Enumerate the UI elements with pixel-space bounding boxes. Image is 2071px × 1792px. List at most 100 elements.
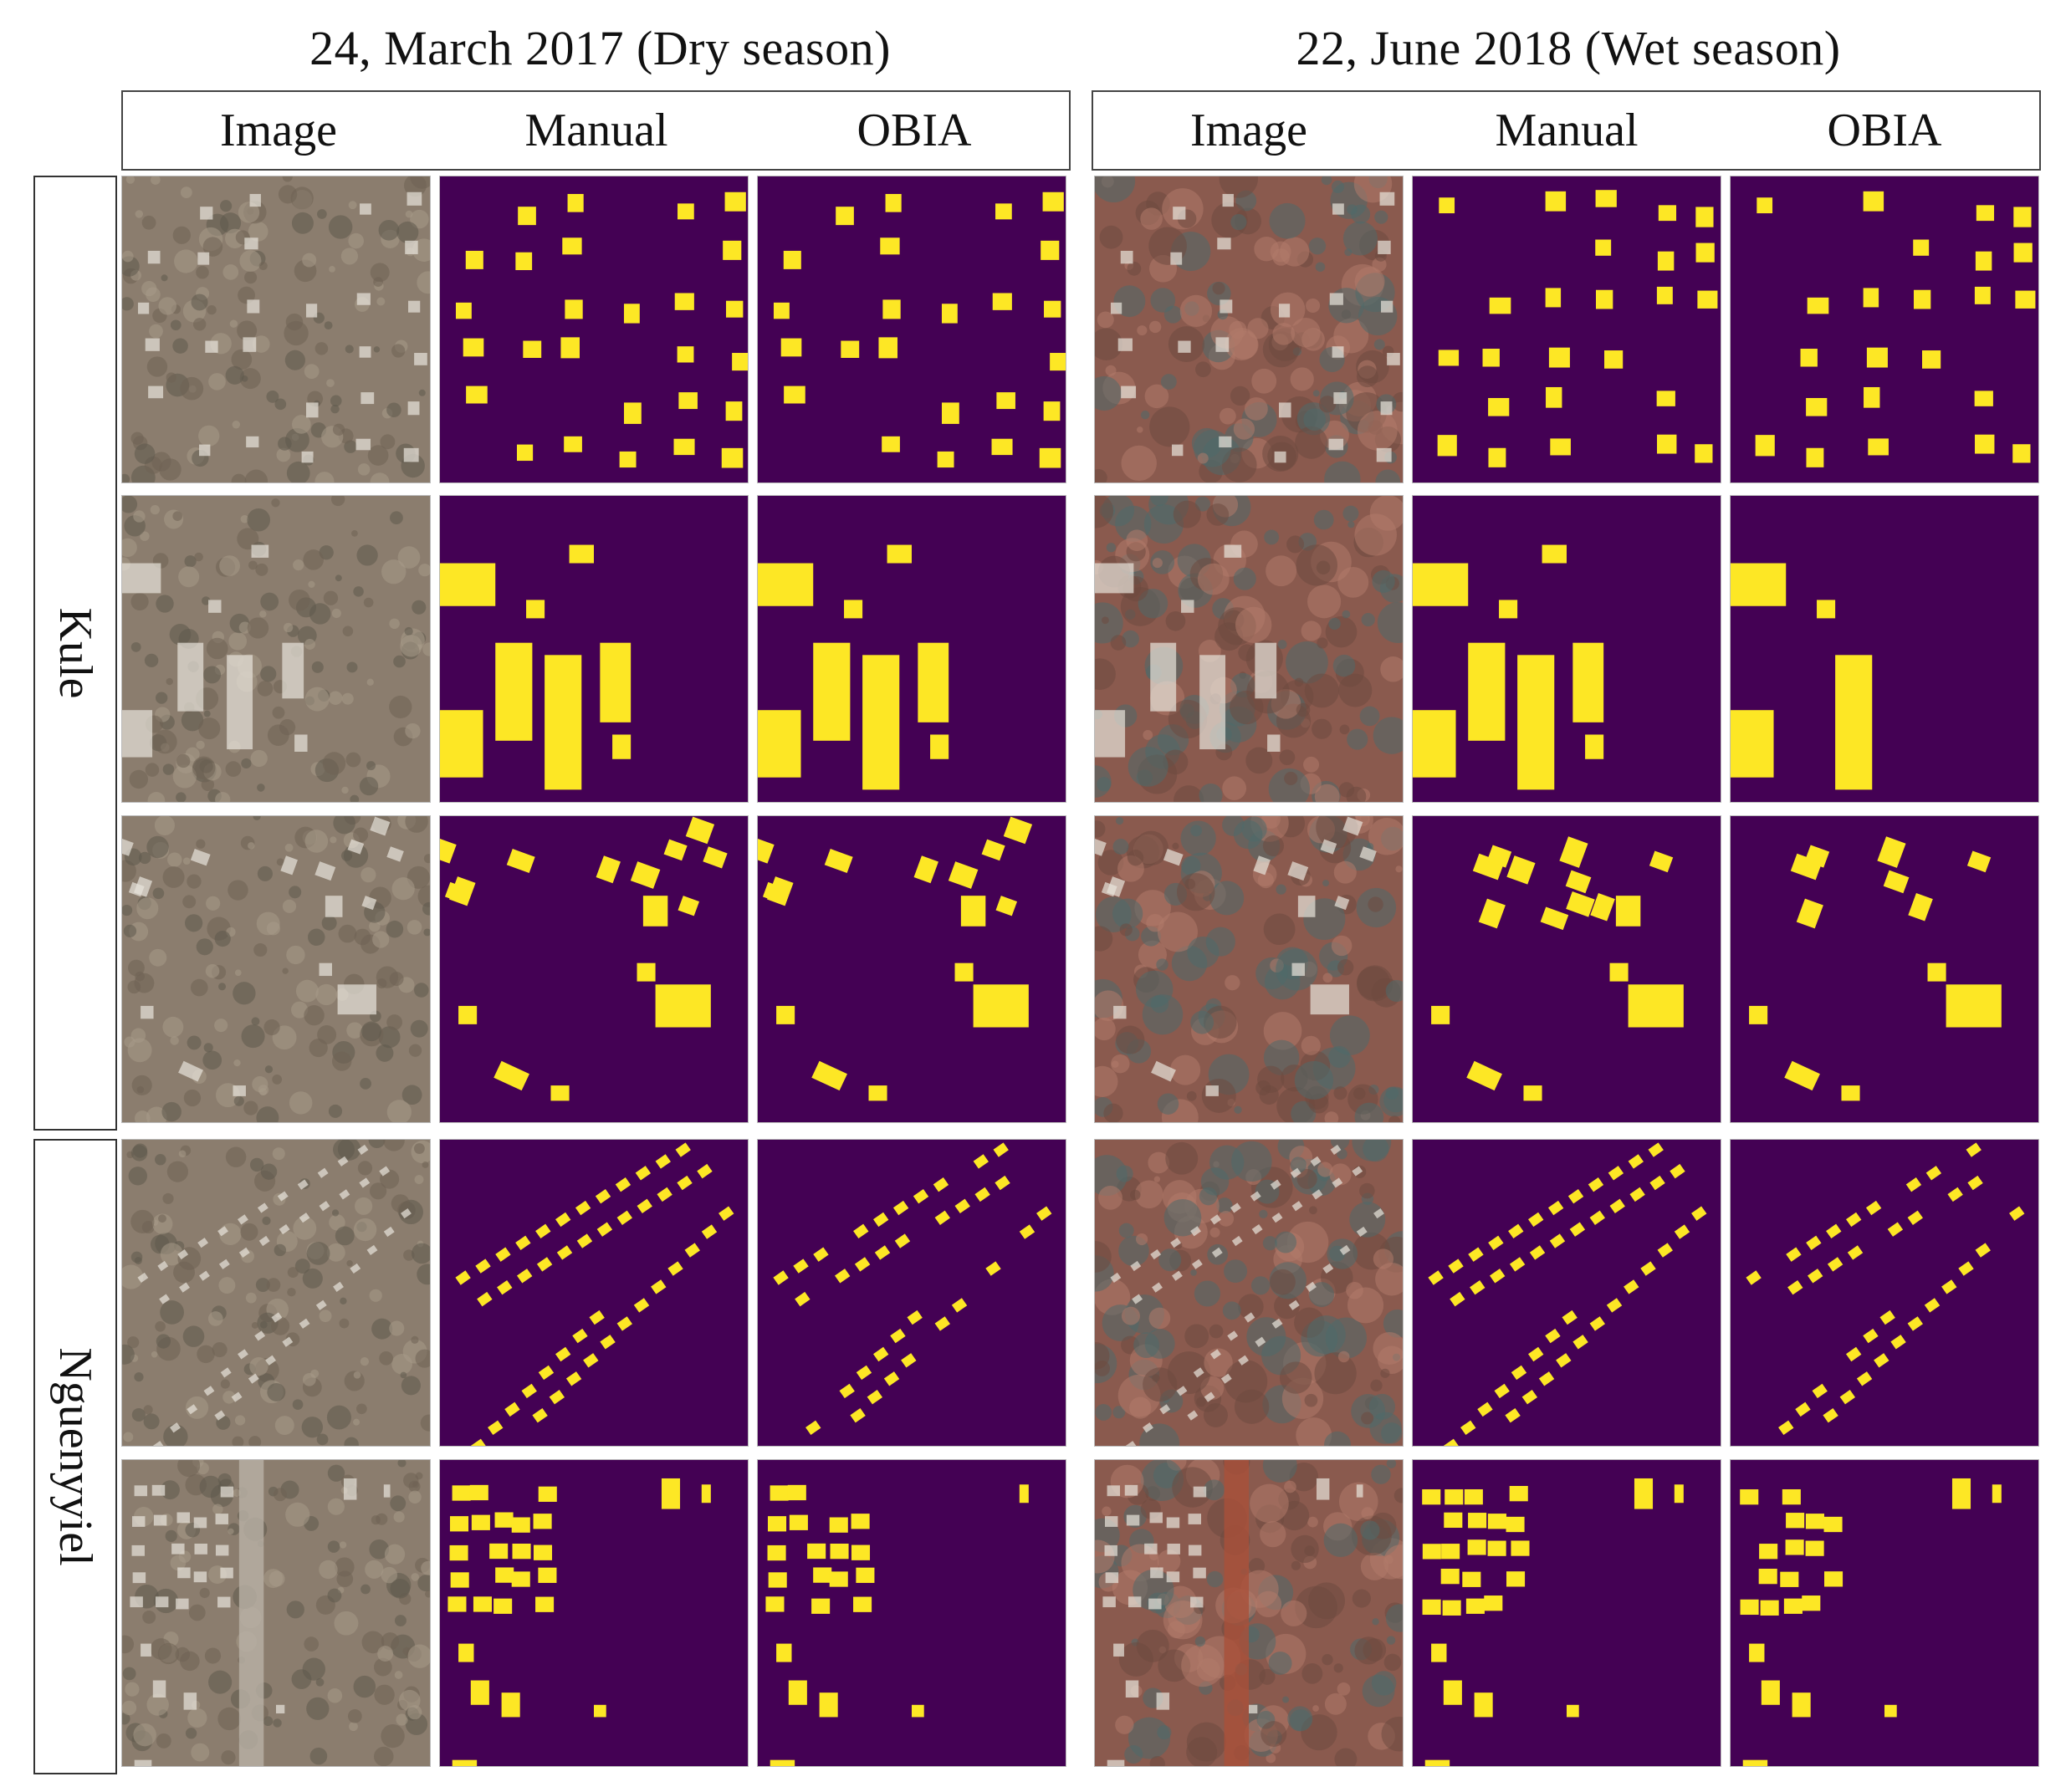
building-mask: [1806, 1235, 1822, 1250]
building-mask: [1658, 205, 1677, 222]
building-mask: [874, 1245, 891, 1260]
building-mask: [824, 849, 853, 874]
building-mask: [501, 1692, 520, 1718]
tile-graphic: [1731, 816, 2038, 1122]
building-mask: [1590, 892, 1615, 922]
building-mask: [1913, 239, 1930, 256]
building-mask: [1486, 845, 1512, 868]
obia-mask-tile-r3-c6: [1730, 815, 2039, 1123]
building-mask: [1484, 1595, 1503, 1611]
building-mask: [1489, 297, 1511, 314]
building-mask: [841, 340, 860, 358]
building-mask: [663, 839, 688, 861]
building-mask: [471, 1514, 490, 1530]
building-mask: [1865, 1200, 1882, 1216]
building-mask: [458, 1005, 478, 1024]
building-mask: [995, 203, 1012, 220]
building-mask: [767, 876, 794, 906]
building-mask: [1759, 1544, 1778, 1560]
tile-graphic: [440, 1460, 748, 1766]
building-mask: [1787, 1280, 1803, 1295]
building-mask: [1796, 898, 1823, 929]
tile-graphic: [758, 1140, 1066, 1446]
building-mask: [951, 1298, 968, 1313]
building-mask: [555, 1346, 571, 1362]
building-mask: [1572, 642, 1604, 722]
building-mask: [1657, 251, 1675, 271]
building-mask: [1548, 347, 1570, 368]
building-mask: [1506, 1516, 1525, 1533]
building-mask: [974, 1187, 990, 1202]
building-mask: [493, 1598, 513, 1614]
building-mask: [937, 451, 954, 468]
building-mask: [1528, 1346, 1544, 1362]
building-mask: [1444, 1512, 1463, 1529]
building-mask: [1866, 347, 1888, 368]
building-mask: [455, 302, 472, 319]
image-tile-r1-c1: [121, 176, 431, 483]
building-mask: [829, 1571, 848, 1587]
building-mask: [1440, 1568, 1460, 1585]
building-mask: [673, 438, 695, 456]
building-mask: [1976, 205, 1995, 222]
building-mask: [1640, 1261, 1656, 1276]
building-mask: [495, 642, 533, 741]
col-label-obia: OBIA: [1827, 105, 1942, 156]
building-mask: [532, 1408, 548, 1423]
building-mask: [1482, 349, 1500, 367]
building-mask: [724, 191, 746, 212]
building-mask: [851, 1514, 870, 1529]
building-mask: [1629, 1187, 1645, 1202]
building-mask: [488, 1420, 504, 1436]
building-mask: [533, 1544, 553, 1560]
building-mask: [1761, 1680, 1780, 1705]
building-mask: [1975, 434, 1995, 454]
building-mask: [1474, 1692, 1493, 1718]
building-mask: [913, 1188, 929, 1204]
building-mask: [1556, 1353, 1572, 1368]
image-tile-r1-c4: [1094, 176, 1404, 483]
building-mask: [829, 1517, 848, 1533]
building-mask: [1695, 444, 1713, 463]
building-mask: [1742, 1759, 1768, 1766]
building-mask: [1805, 1540, 1824, 1556]
building-mask: [1609, 1198, 1625, 1214]
tile-graphic: [1413, 496, 1721, 802]
building-mask: [2012, 444, 2031, 463]
building-mask: [1431, 1005, 1450, 1024]
building-mask: [1443, 1438, 1460, 1446]
building-mask: [562, 237, 582, 255]
building-mask: [516, 1269, 533, 1284]
building-mask: [1550, 438, 1571, 456]
building-mask: [538, 1486, 557, 1502]
building-mask: [885, 193, 902, 212]
building-mask: [565, 1371, 582, 1386]
building-mask: [1967, 1175, 1983, 1191]
building-mask: [465, 250, 483, 269]
manual-mask-tile-r2-c2: [439, 495, 749, 803]
building-mask: [536, 1257, 553, 1272]
col-label-manual: Manual: [1495, 105, 1639, 156]
building-mask: [526, 600, 545, 619]
building-mask: [470, 1438, 487, 1446]
col-label-image: Image: [1190, 105, 1307, 156]
building-mask: [836, 207, 854, 226]
building-mask: [661, 1478, 681, 1509]
building-mask: [1470, 1280, 1485, 1295]
building-mask: [995, 896, 1018, 916]
building-mask: [1805, 1514, 1824, 1529]
building-mask: [867, 1390, 883, 1405]
building-mask: [1572, 1335, 1588, 1350]
building-mask: [657, 1187, 672, 1202]
building-mask: [1422, 1544, 1441, 1560]
building-mask: [697, 1163, 713, 1179]
building-mask: [1868, 438, 1889, 456]
building-mask: [830, 1543, 849, 1560]
building-mask: [1019, 1224, 1036, 1239]
image-tile-r5-c1: [121, 1459, 431, 1767]
building-mask: [880, 237, 900, 255]
building-mask: [887, 544, 912, 564]
building-mask: [1424, 1759, 1450, 1766]
building-mask: [954, 1198, 970, 1214]
building-mask: [995, 1175, 1010, 1191]
